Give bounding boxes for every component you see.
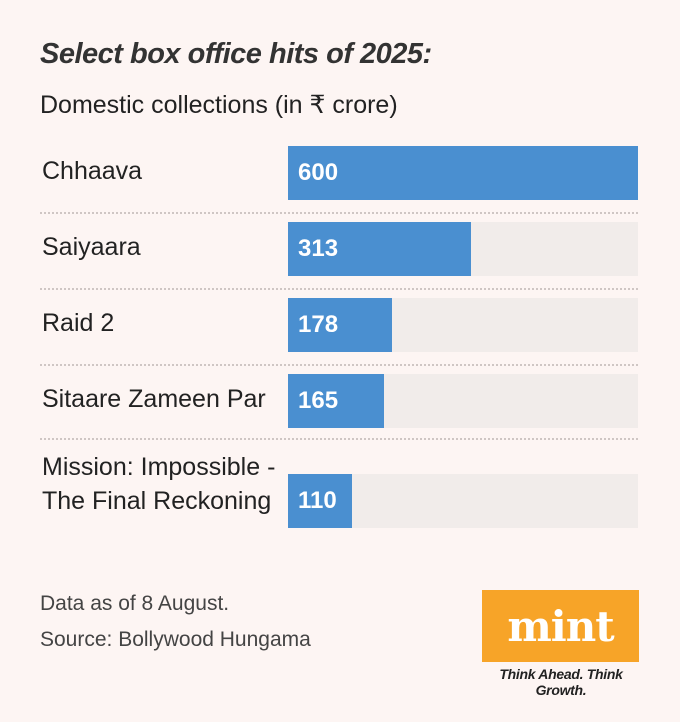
bar-label: Saiyaara (42, 233, 141, 261)
bar-value-label: 600 (298, 159, 339, 186)
source-note: Source: Bollywood Hungama (40, 628, 311, 651)
logo-tagline: Think Ahead. Think Growth. (499, 666, 623, 698)
row-divider (40, 364, 638, 366)
bar-label: Sitaare Zameen Par (42, 385, 266, 413)
bar (288, 474, 352, 528)
mint-logo: mint (482, 590, 639, 662)
bar-track: 165 (288, 374, 638, 428)
chart-title: Select box office hits of 2025: (40, 38, 432, 70)
bar-label: Raid 2 (42, 309, 115, 337)
chart-subtitle: Domestic collections (in ₹ crore) (40, 91, 398, 119)
bar-label: Chhaava (42, 157, 143, 185)
bar-value-label: 178 (298, 311, 339, 338)
row-divider (40, 212, 638, 214)
logo-wordmark: mint (507, 601, 614, 651)
bar-track: 110 (288, 474, 638, 528)
bar-value-label: 165 (298, 387, 339, 414)
data-note: Data as of 8 August. (40, 592, 230, 615)
row-divider (40, 438, 638, 440)
bar-track: 178 (288, 298, 638, 352)
bar-track: 600 (288, 146, 638, 200)
bar-track: 313 (288, 222, 638, 276)
bar (288, 298, 392, 352)
bar (288, 374, 384, 428)
bar (288, 146, 638, 200)
bar (288, 222, 471, 276)
bar-value-label: 110 (298, 487, 337, 514)
bar-label: Mission: Impossible - The Final Reckonin… (42, 453, 276, 515)
bar-value-label: 313 (298, 235, 339, 262)
row-divider (40, 288, 638, 290)
